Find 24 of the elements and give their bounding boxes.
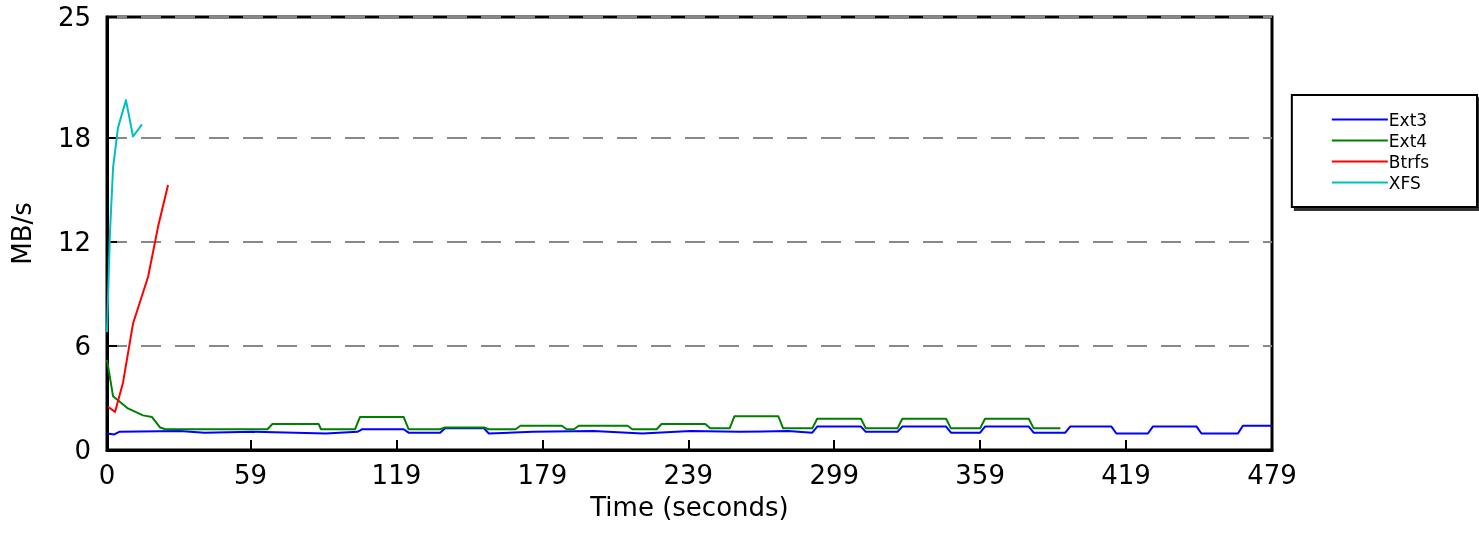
line-series	[106, 184, 170, 413]
line-series	[106, 424, 1273, 436]
x-tick-label: 419	[1101, 460, 1151, 490]
x-tick-label: 239	[663, 460, 714, 490]
x-tick-label: 479	[1247, 460, 1297, 490]
y-tick-label: 0	[74, 435, 91, 465]
x-tick-label: 359	[955, 460, 1005, 490]
x-tick-label: 119	[371, 460, 422, 490]
x-tick-label: 59	[233, 460, 268, 490]
legend-label: XFS	[1388, 172, 1421, 193]
x-axis-title: Time (seconds)	[589, 492, 789, 522]
y-tick-label: 6	[74, 331, 91, 362]
y-tick-label: 18	[57, 123, 91, 154]
legend-label: Ext3	[1388, 109, 1428, 130]
x-tick-label: 299	[809, 460, 860, 490]
legend-label: Ext4	[1388, 130, 1428, 151]
y-tick-label: 12	[57, 227, 91, 258]
line-series	[106, 358, 1062, 431]
x-tick-label: 0	[98, 460, 116, 490]
line-series	[106, 99, 144, 334]
x-tick-label: 179	[517, 460, 568, 490]
legend-label: Btrfs	[1388, 151, 1430, 172]
y-axis-title: MB/s	[7, 202, 37, 265]
y-tick-label: 25	[57, 2, 91, 32]
